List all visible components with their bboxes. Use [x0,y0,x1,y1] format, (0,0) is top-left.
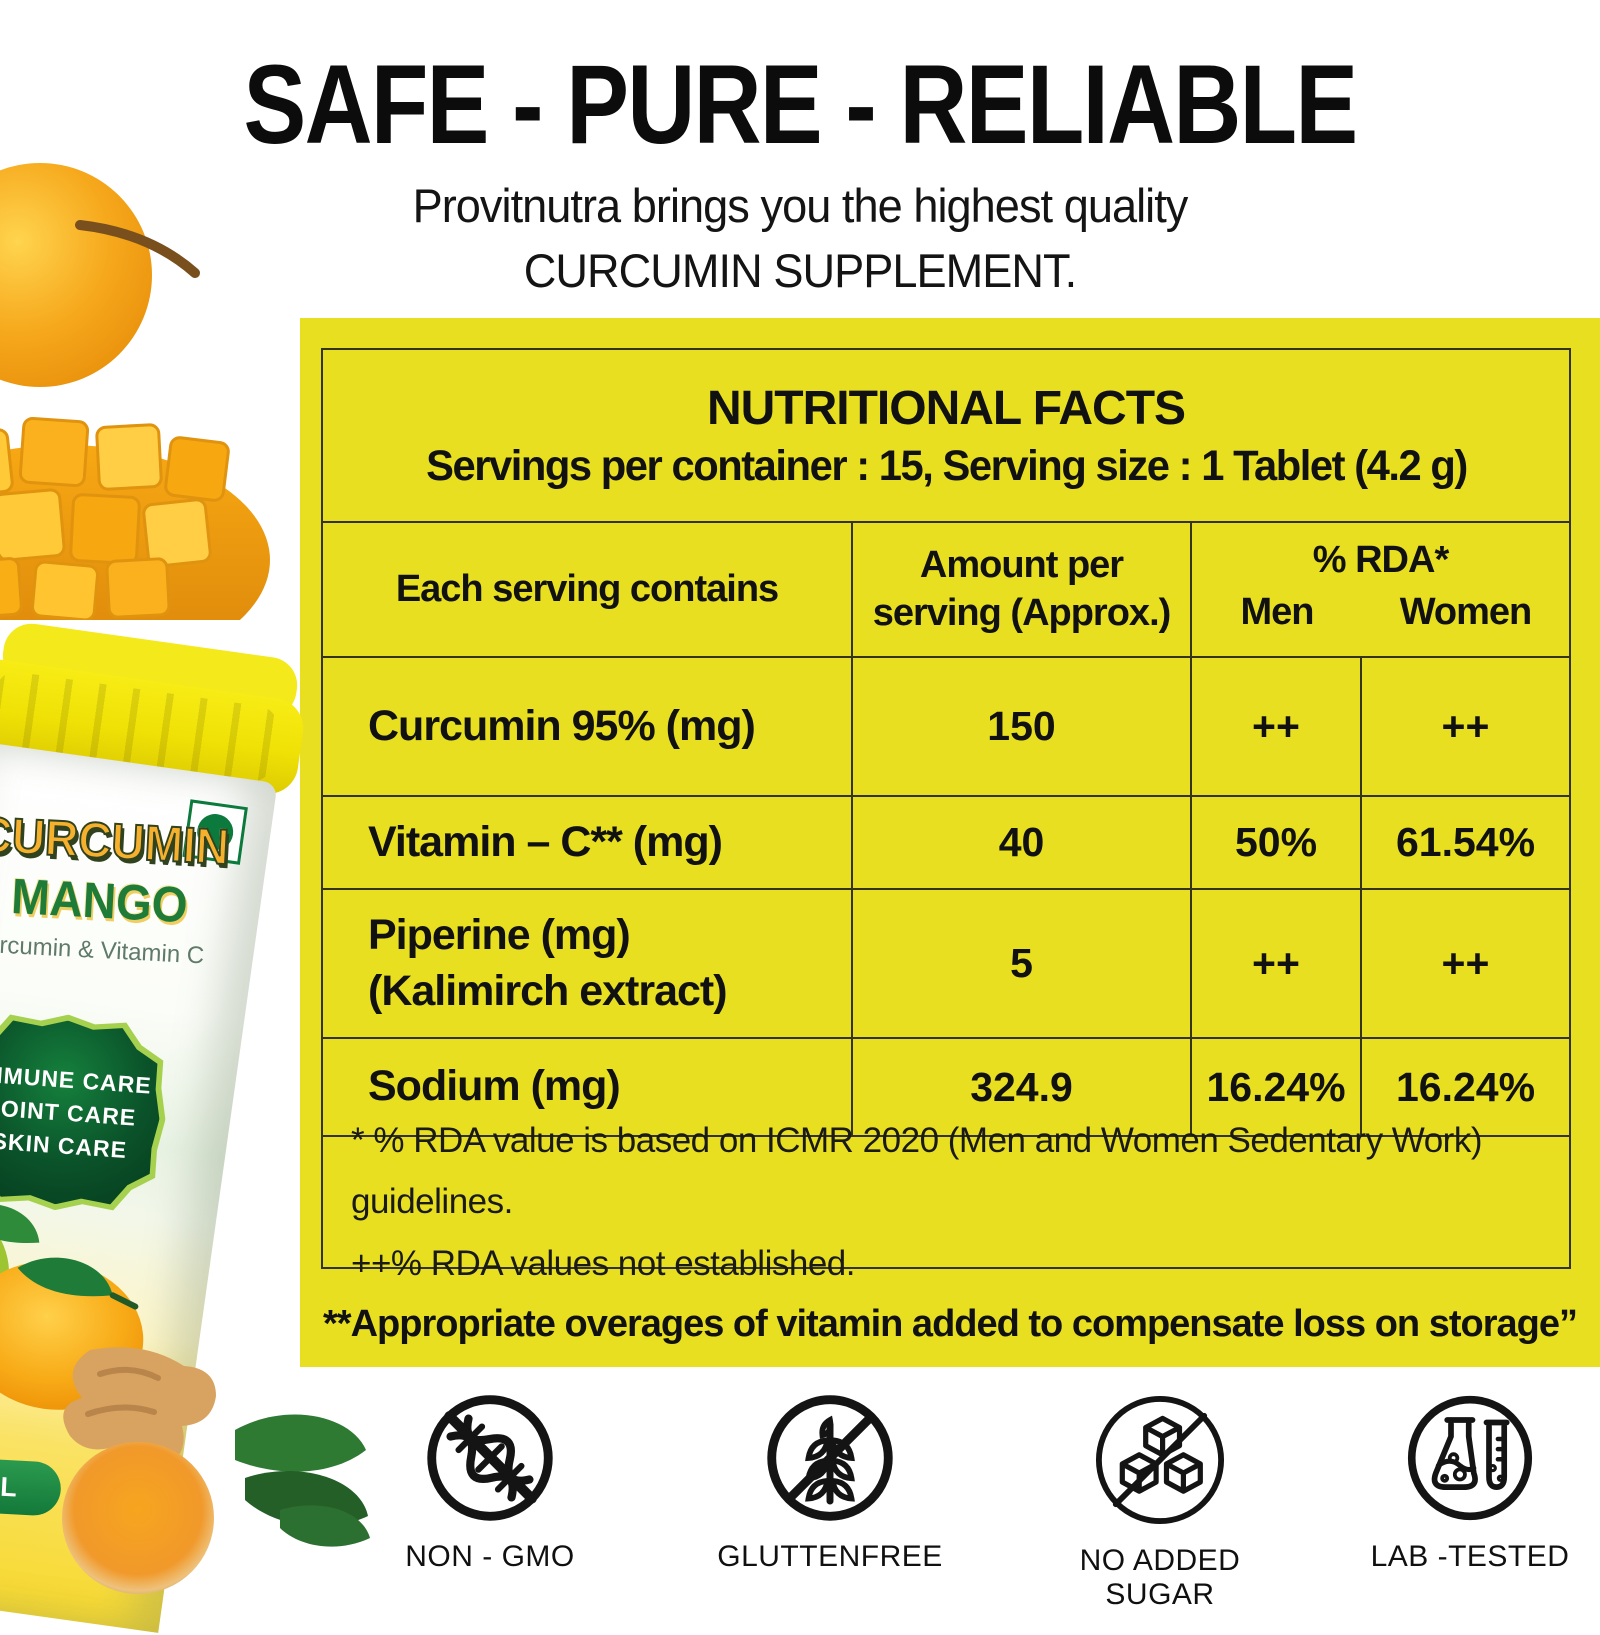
row-piperine-amount: 5 [853,890,1192,1039]
col-header-serving: Each serving contains [323,523,853,658]
cert-lab-tested: LAB -TESTED [1340,1382,1600,1574]
servings-line: Servings per container : 15, Serving siz… [425,441,1468,490]
row-sodium-women: 16.24% [1362,1039,1569,1137]
footnote-not-established: ++% RDA values not established. [351,1243,855,1283]
cert-label: NON - GMO [405,1540,575,1573]
ginger-turmeric-icon [62,1347,370,1594]
row-curcumin-men: ++ [1192,658,1362,797]
row-vitaminc-amount: 40 [853,797,1192,890]
col-header-women: Women [1399,590,1533,633]
nutrition-table: NUTRITIONAL FACTS Servings per container… [321,348,1571,1283]
brand-name-mango: MANGO [10,868,190,934]
cert-non-gmo: NON - GMO [360,1382,620,1574]
table-footnotes: * % RDA value is based on ICMR 2020 (Men… [323,1121,1569,1283]
mango-illustration-icon [0,163,270,675]
no-added-sugar-icon [1095,1395,1225,1525]
footnote-rda: * % RDA value is based on ICMR 2020 (Men… [351,1121,1482,1222]
cert-label: GLUTTENFREE [717,1540,943,1573]
col-header-rda: % RDA* Men Women [1192,523,1569,658]
row-sodium-men: 16.24% [1192,1039,1362,1137]
rda-title: % RDA* [1312,539,1449,581]
page-title: SAFE - PURE - RELIABLE [243,42,1359,167]
nutrition-panel: NUTRITIONAL FACTS Servings per container… [300,318,1600,1367]
badge-line-joint: JOINT CARE [0,1093,138,1131]
row-vitaminc-men: 50% [1192,797,1362,890]
nutrition-title: NUTRITIONAL FACTS [706,381,1186,435]
cert-label: NO ADDED SUGAR [1079,1544,1241,1611]
cert-no-added-sugar: NO ADDED SUGAR [1030,1382,1290,1612]
badge-line-skin: SKIN CARE [0,1127,128,1163]
storage-note: **Appropriate overages of vitamin added … [323,1303,1578,1345]
row-sodium-name: Sodium (mg) [323,1039,853,1137]
rda-subheaders: Men Women [1192,589,1569,637]
lab-tested-icon [1407,1395,1533,1521]
col-header-men: Men [1240,590,1315,633]
row-vitaminc-women: 61.54% [1362,797,1569,890]
badge-line-immune: IMMUNE CARE [0,1059,153,1099]
row-curcumin-women: ++ [1362,658,1569,797]
row-curcumin-name: Curcumin 95% (mg) [323,658,853,797]
row-piperine-women: ++ [1362,890,1569,1039]
non-gmo-icon [427,1395,553,1521]
mango-photo [0,140,280,675]
table-header: NUTRITIONAL FACTS Servings per container… [323,350,1569,523]
cert-label: LAB -TESTED [1370,1540,1570,1573]
cert-gluten-free: GLUTTENFREE [700,1382,960,1574]
ginger-turmeric-photo [30,1310,370,1605]
row-curcumin-amount: 150 [853,658,1192,797]
row-sodium-amount: 324.9 [853,1039,1192,1137]
col-header-amount: Amount per serving (Approx.) [853,523,1192,658]
row-piperine-name: Piperine (mg) (Kalimirch extract) [323,890,853,1039]
subtitle-line-2: CURCUMIN SUPPLEMENT. [523,244,1077,297]
row-piperine-men: ++ [1192,890,1362,1039]
row-vitaminc-name: Vitamin – C** (mg) [323,797,853,890]
subtitle-line-1: Provitnutra brings you the highest quali… [412,179,1189,232]
care-badge: IMMUNE CARE JOINT CARE SKIN CARE [0,1007,172,1217]
gluten-free-icon [767,1395,893,1521]
